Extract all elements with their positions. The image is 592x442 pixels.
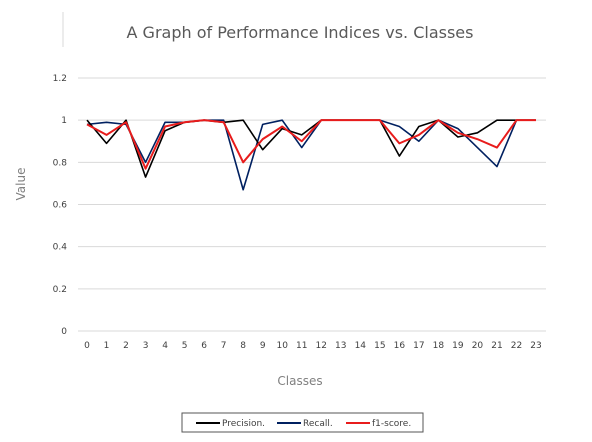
legend-box [181, 412, 424, 433]
legend-label: Precision. [222, 419, 265, 429]
x-tick-label: 17 [413, 341, 424, 351]
series-line-f1-score [86, 119, 536, 170]
y-tick-label: 0.8 [53, 158, 68, 168]
series-line-recall [86, 119, 536, 191]
x-tick-label: 1 [104, 341, 110, 351]
x-tick-label: 5 [182, 341, 188, 351]
x-tick-label: 3 [143, 341, 149, 351]
x-tick-labels: 0 1 2 3 4 5 6 7 8 9 10 11 12 13 14 15 16 17 18 19 20 21 22 23 [84, 341, 542, 351]
x-tick-label: 2 [123, 341, 129, 351]
x-tick-label: 18 [433, 341, 445, 351]
x-tick-label: 6 [201, 341, 207, 351]
chart-title: A Graph of Performance Indices vs. Class… [127, 23, 474, 42]
legend-label: f1-score. [372, 419, 411, 429]
x-tick-label: 8 [240, 341, 246, 351]
x-tick-label: 7 [221, 341, 227, 351]
x-tick-label: 14 [355, 341, 367, 351]
x-tick-label: 16 [394, 341, 406, 351]
x-tick-label: 12 [316, 341, 327, 351]
x-tick-label: 0 [84, 341, 90, 351]
y-tick-label: 0.4 [53, 243, 68, 253]
x-tick-label: 15 [374, 341, 385, 351]
y-axis-title: Value [14, 168, 28, 201]
y-tick-label: 0 [61, 327, 67, 337]
y-tick-label: 1.2 [53, 74, 67, 84]
series-lines [86, 119, 536, 191]
x-tick-label: 4 [162, 341, 168, 351]
x-tick-label: 23 [530, 341, 541, 351]
y-tick-label: 1 [61, 116, 67, 126]
y-tick-label: 0.2 [53, 285, 67, 295]
x-tick-label: 10 [276, 341, 288, 351]
x-axis-title: Classes [277, 374, 322, 388]
x-tick-label: 13 [335, 341, 346, 351]
x-tick-label: 20 [472, 341, 484, 351]
y-tick-labels: 0 0.2 0.4 0.6 0.8 1 1.2 [53, 74, 68, 337]
legend-label: Recall. [303, 419, 333, 429]
legend: Precision. Recall. f1-score. [196, 419, 411, 429]
x-tick-label: 11 [296, 341, 307, 351]
x-tick-label: 19 [452, 341, 464, 351]
x-tick-label: 22 [511, 341, 522, 351]
x-tick-label: 21 [491, 341, 502, 351]
series-line-precision [86, 119, 536, 178]
x-tick-label: 9 [260, 341, 266, 351]
gridlines [78, 77, 546, 332]
y-tick-label: 0.6 [53, 201, 68, 211]
